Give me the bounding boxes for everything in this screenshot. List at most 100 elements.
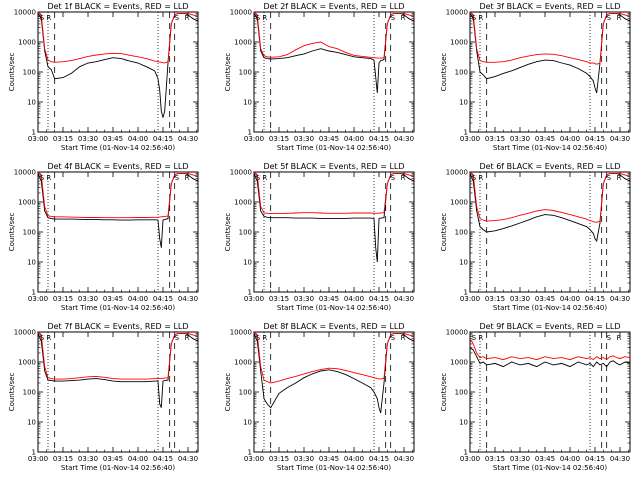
- interval-marker-label: R: [46, 174, 51, 182]
- panel-4: Det 4f BLACK = Events, RED = LLD 1 10 100 10…: [8, 162, 199, 312]
- y-tick-label: 1000: [450, 359, 468, 367]
- x-tick-label: 04:00: [344, 295, 364, 303]
- interval-marker-label: S: [256, 174, 261, 182]
- x-tick-label: 03:00: [28, 295, 48, 303]
- x-tick-label: 04:15: [585, 295, 605, 303]
- interval-marker-label: R: [262, 334, 267, 342]
- events-series-line: [37, 332, 199, 408]
- x-tick-label: 04:15: [369, 295, 389, 303]
- y-tick-label: 1: [248, 129, 252, 137]
- y-tick-label: 1: [248, 289, 252, 297]
- y-tick-label: 10000: [446, 169, 468, 177]
- panel-title: Det 7f BLACK = Events, RED = LLD: [47, 322, 188, 331]
- panel-title: Det 3f BLACK = Events, RED = LLD: [479, 2, 620, 11]
- x-tick-label: 03:00: [244, 295, 264, 303]
- y-tick-label: 10000: [14, 9, 36, 17]
- x-tick-label: 03:30: [294, 455, 314, 463]
- x-tick-label: 03:45: [319, 295, 339, 303]
- interval-marker-label: R: [617, 334, 622, 342]
- y-tick-label: 100: [23, 229, 36, 237]
- plot-frame: [469, 11, 631, 133]
- x-tick-label: 03:30: [510, 455, 530, 463]
- panel-9: Det 9f BLACK = Events, RED = LLD 1 10 100 10…: [440, 322, 631, 472]
- interval-marker-label: S: [40, 174, 45, 182]
- y-tick-label: 10: [27, 259, 36, 267]
- interval-marker-label: R: [617, 14, 622, 22]
- x-tick-label: 03:00: [28, 135, 48, 143]
- plot-frame: [469, 171, 631, 293]
- x-tick-label: 04:00: [560, 135, 580, 143]
- x-tick-label: 03:00: [28, 455, 48, 463]
- interval-marker-label: S: [40, 14, 45, 22]
- y-tick-label: 1: [32, 289, 36, 297]
- y-tick-label: 100: [239, 229, 252, 237]
- y-tick-label: 100: [455, 69, 468, 77]
- interval-marker-label: R: [478, 174, 483, 182]
- x-tick-label: 03:30: [78, 295, 98, 303]
- panel-title: Det 2f BLACK = Events, RED = LLD: [263, 2, 404, 11]
- interval-marker-label: S: [175, 14, 180, 22]
- x-tick-label: 03:15: [269, 295, 289, 303]
- y-tick-label: 10: [459, 419, 468, 427]
- x-tick-label: 03:15: [485, 455, 505, 463]
- x-tick-label: 03:45: [103, 135, 123, 143]
- x-tick-label: 04:15: [585, 135, 605, 143]
- x-tick-label: 03:00: [244, 135, 264, 143]
- x-tick-label: 04:00: [560, 455, 580, 463]
- x-tick-label: 03:45: [103, 455, 123, 463]
- y-tick-label: 10000: [230, 329, 252, 337]
- panel-title: Det 1f BLACK = Events, RED = LLD: [47, 2, 188, 11]
- interval-marker-label: S: [175, 334, 180, 342]
- y-tick-label: 100: [455, 229, 468, 237]
- lld-series-line: [253, 171, 415, 215]
- lld-series-line: [253, 11, 415, 59]
- panel-1: Det 1f BLACK = Events, RED = LLD 1 10 100 10…: [8, 2, 199, 152]
- plot-frame: [469, 331, 631, 453]
- interval-marker-label: S: [40, 334, 45, 342]
- x-tick-label: 04:15: [369, 455, 389, 463]
- y-axis-label: Counts/sec: [440, 373, 448, 412]
- events-series-line: [253, 172, 415, 263]
- x-tick-label: 03:15: [269, 455, 289, 463]
- interval-marker-label: S: [175, 174, 180, 182]
- x-axis-label: Start Time (01-Nov-14 02:56:40): [61, 464, 175, 472]
- x-tick-label: 03:30: [294, 135, 314, 143]
- panel-title: Det 5f BLACK = Events, RED = LLD: [263, 162, 404, 171]
- y-tick-label: 10: [459, 99, 468, 107]
- y-tick-label: 10: [243, 419, 252, 427]
- interval-marker-label: R: [46, 14, 51, 22]
- x-tick-label: 03:30: [510, 135, 530, 143]
- interval-marker-label: S: [391, 174, 396, 182]
- panel-7: Det 7f BLACK = Events, RED = LLD 1 10 100 10…: [8, 322, 199, 472]
- y-axis-label: Counts/sec: [440, 213, 448, 252]
- lld-series-line: [469, 338, 631, 361]
- y-axis-label: Counts/sec: [224, 373, 232, 412]
- lld-series-line: [37, 11, 199, 64]
- x-tick-label: 03:00: [460, 135, 480, 143]
- interval-marker-label: S: [607, 174, 612, 182]
- plot-frame: [37, 171, 199, 293]
- panel-2: Det 2f BLACK = Events, RED = LLD 1 10 100 10…: [224, 2, 415, 152]
- x-tick-label: 03:45: [319, 135, 339, 143]
- y-tick-label: 10: [27, 99, 36, 107]
- events-series-line: [37, 172, 199, 248]
- x-tick-label: 04:30: [610, 455, 630, 463]
- interval-marker-label: R: [185, 334, 190, 342]
- x-tick-label: 04:15: [153, 135, 173, 143]
- x-tick-label: 03:15: [53, 295, 73, 303]
- y-tick-label: 1000: [450, 39, 468, 47]
- y-tick-label: 10: [27, 419, 36, 427]
- x-axis-label: Start Time (01-Nov-14 02:56:40): [277, 464, 391, 472]
- x-tick-label: 04:00: [344, 135, 364, 143]
- y-tick-label: 100: [455, 389, 468, 397]
- x-tick-label: 04:30: [394, 295, 414, 303]
- x-tick-label: 04:15: [369, 135, 389, 143]
- x-tick-label: 04:15: [153, 295, 173, 303]
- x-tick-label: 03:00: [460, 455, 480, 463]
- interval-marker-label: R: [185, 174, 190, 182]
- y-axis-label: Counts/sec: [440, 53, 448, 92]
- interval-marker-label: R: [262, 14, 267, 22]
- y-tick-label: 1000: [18, 359, 36, 367]
- y-tick-label: 1000: [18, 39, 36, 47]
